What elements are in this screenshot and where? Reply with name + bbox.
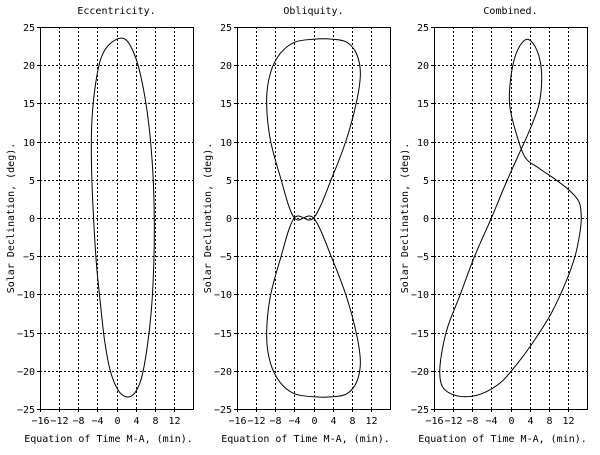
x-axis-label: Equation of Time M-A, (min). (418, 434, 587, 445)
x-tick-label: −8 (466, 416, 478, 427)
y-tick-label: 20 (220, 61, 232, 72)
chart-title: Eccentricity. (77, 6, 155, 17)
y-tick-label: 25 (23, 23, 35, 34)
x-tick-label: −4 (91, 416, 103, 427)
y-tick-label: 25 (417, 23, 429, 34)
y-tick-label: 10 (220, 138, 232, 149)
y-tick-label: −10 (411, 290, 429, 301)
x-tick-label: −16 (31, 416, 49, 427)
y-tick-label: −5 (23, 252, 35, 263)
series-line-1 (266, 38, 361, 398)
y-tick-label: −20 (17, 367, 35, 378)
y-tick-label: 10 (23, 138, 35, 149)
x-axis-label: Equation of Time M-A, (min). (221, 434, 390, 445)
x-tick-label: 4 (330, 416, 336, 427)
y-axis-label: Solar Declination, (deg). (6, 143, 17, 294)
y-tick-label: 0 (226, 214, 232, 225)
x-tick-label: 0 (311, 416, 317, 427)
panel-1: −25 −20 −15 −10 −5 0 5 10 15 20 25 −16 −12 −8 −4 0 4 8 12 E… (6, 6, 194, 445)
x-tick-label: 4 (133, 416, 139, 427)
y-tick-label: 0 (423, 214, 429, 225)
y-axis-label: Solar Declination, (deg). (203, 143, 214, 294)
y-tick-label: −20 (411, 367, 429, 378)
x-axis-label: Equation of Time M-A, (min). (24, 434, 193, 445)
y-tick-label: 15 (417, 99, 429, 110)
y-tick-label: 20 (23, 61, 35, 72)
y-tick-label: −25 (17, 405, 35, 416)
x-tick-label: −8 (269, 416, 281, 427)
x-tick-label: 0 (508, 416, 514, 427)
x-tick-label: 12 (365, 416, 377, 427)
series-line-1 (90, 37, 155, 398)
x-tick-label: 4 (527, 416, 533, 427)
x-tick-label: −12 (50, 416, 68, 427)
y-tick-label: −15 (17, 329, 35, 340)
x-tick-label: −8 (72, 416, 84, 427)
y-tick-label: 15 (23, 99, 35, 110)
panel-3: −25 −20 −15 −10 −5 0 5 10 15 20 25 −16 −12 −8 −4 0 4 8 12 C… (400, 6, 588, 445)
y-tick-label: 5 (29, 176, 35, 187)
grid (40, 27, 193, 409)
panel-2: −25 −20 −15 −10 −5 0 5 10 15 20 25 −16 −12 −8 −4 0 4 8 12 O… (203, 6, 391, 445)
y-tick-label: −25 (411, 405, 429, 416)
x-tick-label: −4 (288, 416, 300, 427)
x-tick-label: 8 (546, 416, 552, 427)
y-tick-label: −25 (214, 405, 232, 416)
x-tick-label: −4 (485, 416, 497, 427)
chart-title: Combined. (483, 6, 537, 17)
y-tick-label: 5 (423, 176, 429, 187)
y-tick-label: 20 (417, 61, 429, 72)
series-line-1 (439, 38, 582, 398)
y-tick-label: 0 (29, 214, 35, 225)
grid (434, 27, 587, 409)
chart-title: Obliquity. (283, 6, 343, 17)
x-tick-label: 8 (349, 416, 355, 427)
x-tick-label: 0 (114, 416, 120, 427)
y-tick-label: −15 (214, 329, 232, 340)
y-tick-label: −15 (411, 329, 429, 340)
y-tick-label: −10 (17, 290, 35, 301)
x-tick-label: −12 (444, 416, 462, 427)
x-tick-label: 8 (152, 416, 158, 427)
y-tick-label: −5 (220, 252, 232, 263)
y-axis-label: Solar Declination, (deg). (400, 143, 411, 294)
y-tick-label: −5 (417, 252, 429, 263)
x-tick-label: −12 (247, 416, 265, 427)
x-tick-label: −16 (228, 416, 246, 427)
x-tick-label: 12 (562, 416, 574, 427)
x-tick-label: 12 (168, 416, 180, 427)
y-tick-label: −20 (214, 367, 232, 378)
y-tick-label: 10 (417, 138, 429, 149)
y-tick-label: −10 (214, 290, 232, 301)
y-tick-label: 25 (220, 23, 232, 34)
x-tick-label: −16 (425, 416, 443, 427)
y-tick-label: 15 (220, 99, 232, 110)
y-tick-label: 5 (226, 176, 232, 187)
